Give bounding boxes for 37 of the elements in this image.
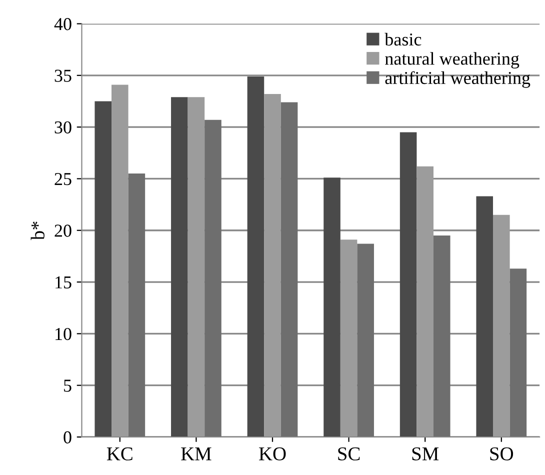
- bar: [433, 236, 450, 437]
- bar: [188, 97, 205, 437]
- bar: [247, 76, 264, 437]
- x-tick-label: KC: [106, 447, 132, 460]
- legend-label: artificial weathering: [385, 71, 530, 88]
- y-tick-label: 0: [64, 431, 72, 444]
- y-tick-label: 40: [54, 18, 72, 30]
- legend-label: natural weathering: [385, 52, 520, 69]
- x-tick-label: SO: [490, 447, 514, 460]
- y-tick-label: 20: [54, 224, 72, 237]
- bar: [94, 101, 112, 437]
- y-tick-label: 15: [56, 276, 72, 288]
- x-tick-label: SM: [412, 447, 439, 460]
- bar: [416, 166, 434, 437]
- y-tick-label: 25: [54, 173, 72, 186]
- bar: [476, 196, 494, 437]
- bar: [204, 120, 222, 437]
- y-tick-label: 35: [54, 70, 72, 82]
- y-tick-label: 5: [64, 380, 72, 392]
- bar: [280, 102, 298, 437]
- bar: [112, 84, 128, 437]
- y-tick-label: 30: [54, 121, 72, 134]
- bar: [400, 132, 417, 437]
- legend-label: basic: [384, 32, 422, 46]
- x-tick-label: SC: [338, 447, 360, 460]
- y-axis-title: b*: [30, 222, 44, 240]
- x-tick-label: KM: [181, 447, 212, 460]
- bar: [264, 94, 281, 437]
- y-tick-label: 10: [56, 328, 72, 340]
- bar: [510, 268, 527, 437]
- x-tick-label: KO: [259, 447, 286, 460]
- bar: [128, 174, 146, 437]
- bar: [357, 244, 374, 437]
- bar: [171, 97, 188, 437]
- bar: [493, 214, 510, 437]
- bar: [340, 240, 358, 437]
- bar: [324, 178, 340, 437]
